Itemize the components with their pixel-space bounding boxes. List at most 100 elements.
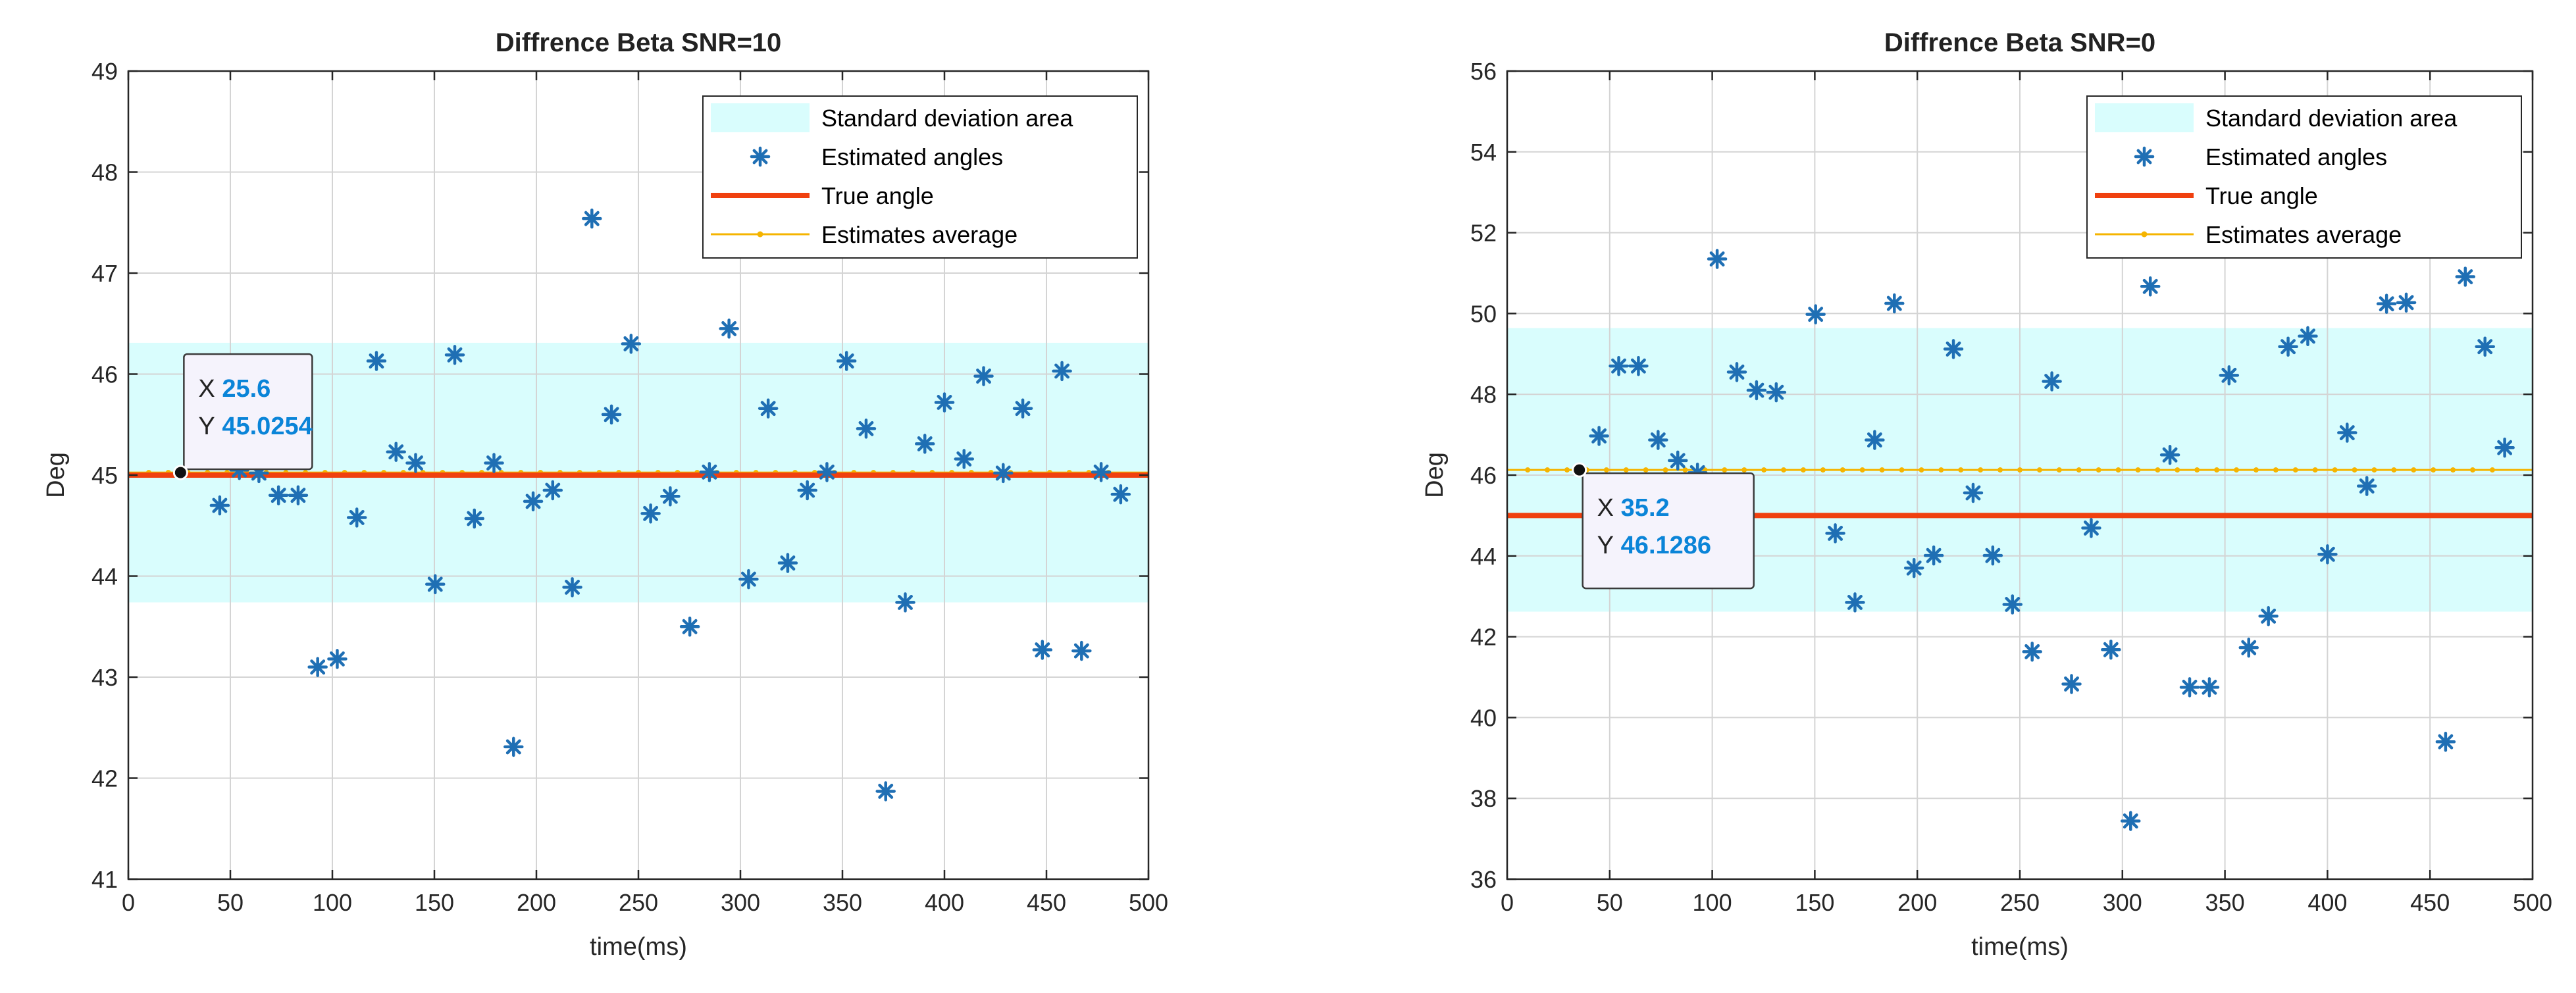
- average-marker: [1603, 467, 1609, 473]
- x-tick-label: 500: [2513, 889, 2552, 916]
- y-tick-label: 38: [1470, 785, 1497, 812]
- datatip[interactable]: X 35.2 Y 46.1286: [1572, 462, 1755, 590]
- average-marker: [1978, 467, 1984, 473]
- average-marker: [1859, 467, 1865, 473]
- estimated-angle-point: [1589, 426, 1609, 446]
- y-tick-label: 42: [91, 765, 118, 792]
- estimated-angle-point: [444, 345, 465, 365]
- average-marker: [2470, 467, 2476, 473]
- estimated-angle-point: [1766, 382, 1787, 403]
- estimated-angle-point: [1746, 380, 1767, 401]
- y-tick-label: 46: [91, 361, 118, 388]
- datatip-y-value: 46.1286: [1621, 532, 1711, 559]
- estimated-angle-point: [542, 480, 563, 501]
- estimated-angle-point: [1110, 484, 1131, 505]
- x-tick-label: 100: [1693, 889, 1732, 916]
- estimated-angle-point: [268, 485, 289, 505]
- estimated-angles-series: [1589, 249, 2515, 831]
- average-marker: [2352, 467, 2357, 473]
- datatip[interactable]: X 25.6 Y 45.0254: [172, 353, 313, 480]
- estimated-angle-point: [2258, 606, 2279, 626]
- x-tick-label: 150: [1795, 889, 1834, 916]
- estimated-angle-point: [1982, 545, 2003, 566]
- datatip-box: [183, 353, 313, 471]
- estimated-angle-point: [582, 208, 602, 229]
- estimated-angle-point: [1963, 482, 1984, 503]
- estimated-angle-point: [973, 366, 994, 386]
- average-marker: [2155, 467, 2161, 473]
- x-tick-label: 350: [823, 889, 862, 916]
- x-axis-label: time(ms): [1971, 933, 2069, 961]
- x-tick-label: 450: [1027, 889, 1066, 916]
- estimated-angle-point: [327, 649, 348, 669]
- legend-entry-label: Estimated angles: [821, 143, 1003, 170]
- average-marker: [2017, 467, 2022, 473]
- estimated-angle-point: [621, 334, 642, 354]
- datatip-y-value: 45.0254: [222, 413, 312, 440]
- estimated-angle-point: [1071, 640, 1092, 661]
- estimated-angle-point: [2337, 422, 2357, 443]
- legend: Standard deviation area Estimated angles T…: [702, 95, 1138, 259]
- legend-swatch-std-band: [2095, 103, 2194, 132]
- estimated-angle-point: [2475, 336, 2495, 357]
- y-tick-label: 40: [1470, 704, 1497, 731]
- average-marker: [2292, 467, 2298, 473]
- chart-title: Diffrence Beta SNR=0: [1884, 28, 2155, 57]
- x-tick-label: 300: [2103, 889, 2142, 916]
- estimated-angle-point: [405, 453, 426, 473]
- estimated-angle-point: [1726, 362, 1747, 382]
- estimated-angle-point: [875, 781, 896, 802]
- x-tick-label: 50: [217, 889, 244, 916]
- y-tick-label: 44: [91, 563, 118, 590]
- estimated-angle-point: [307, 657, 328, 677]
- estimated-angle-point: [2002, 594, 2023, 615]
- estimated-angle-point: [895, 592, 915, 613]
- average-marker: [2076, 467, 2082, 473]
- estimated-angle-point: [2140, 276, 2161, 297]
- estimated-angle-point: [601, 404, 622, 425]
- estimated-angle-point: [817, 462, 837, 482]
- average-marker: [1800, 467, 1806, 473]
- y-tick-label: 43: [91, 664, 118, 691]
- estimated-angle-point: [1707, 249, 1728, 269]
- estimated-angle-point: [2101, 639, 2121, 660]
- estimated-angle-point: [1805, 304, 1826, 324]
- legend-entry-label: True angle: [821, 182, 934, 209]
- average-marker: [1741, 467, 1747, 473]
- x-tick-label: 350: [2205, 889, 2245, 916]
- legend-swatch-estimated: [2134, 146, 2155, 167]
- estimated-angle-point: [2356, 476, 2377, 496]
- estimated-angle-point: [484, 453, 504, 473]
- datatip-point[interactable]: [1572, 462, 1587, 478]
- datatip-x-value: 35.2: [1621, 494, 1670, 522]
- average-marker: [2214, 467, 2220, 473]
- estimated-angle-point: [2179, 677, 2200, 698]
- average-marker: [1919, 467, 1924, 473]
- estimated-angle-point: [1628, 355, 1649, 376]
- legend-entry-label: Estimated angles: [2205, 143, 2387, 170]
- average-marker: [2450, 467, 2456, 473]
- y-tick-label: 45: [91, 462, 118, 489]
- y-tick-label: 48: [91, 159, 118, 186]
- legend-swatch-estimated: [750, 146, 771, 167]
- estimated-angle-point: [1012, 398, 1033, 419]
- estimated-angle-point: [836, 351, 857, 371]
- y-tick-label: 52: [1470, 220, 1497, 247]
- datatip-point[interactable]: [172, 465, 188, 480]
- legend-swatch-average: [2095, 231, 2194, 238]
- average-marker: [2175, 467, 2180, 473]
- estimated-angle-point: [777, 553, 798, 573]
- estimated-angle-point: [758, 398, 779, 419]
- y-tick-label: 48: [1470, 381, 1497, 408]
- legend: Standard deviation area Estimated angles T…: [2086, 95, 2522, 259]
- estimated-angle-point: [2199, 677, 2220, 698]
- datatip-x-value: 25.6: [222, 375, 270, 403]
- estimated-angle-point: [954, 449, 975, 469]
- estimated-angle-point: [1943, 339, 1964, 359]
- legend-entry-label: Estimates average: [2205, 221, 2402, 248]
- average-marker: [1781, 467, 1787, 473]
- x-tick-label: 0: [122, 889, 135, 916]
- estimated-angle-point: [1884, 293, 1905, 314]
- estimated-angle-point: [640, 503, 661, 524]
